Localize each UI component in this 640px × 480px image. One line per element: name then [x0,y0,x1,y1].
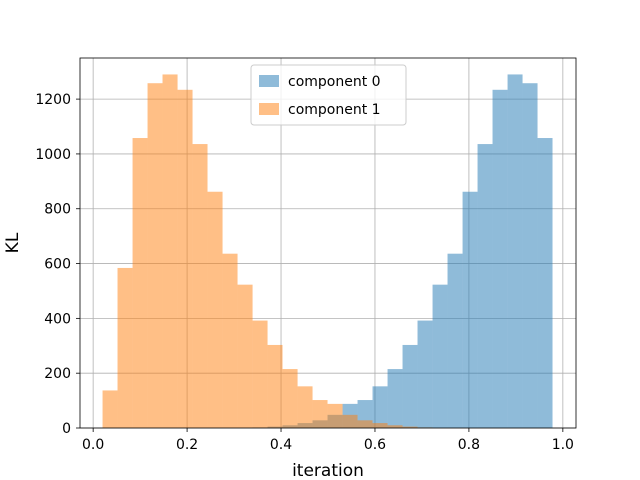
histogram-bar-series-0 [387,369,403,428]
legend: component 0 component 1 [250,64,407,126]
histogram-bar-series-0 [462,191,478,428]
histogram-bar-series-0 [477,144,493,428]
histogram-bar-series-1 [237,284,253,428]
histogram-bar-series-1 [222,253,238,428]
histogram-bar-series-1 [132,138,148,428]
legend-label-series-1: component 1 [288,102,381,118]
histogram-bar-series-1 [282,369,298,428]
x-tick-label: 0.4 [270,437,292,453]
x-tick-label: 0.6 [364,437,386,453]
histogram-bar-series-0 [522,83,538,428]
histogram-bars [102,74,553,428]
histogram-bar-series-0 [492,89,508,428]
y-axis-label: KL [3,232,23,253]
legend-box [250,64,407,126]
legend-label-series-0: component 0 [288,74,381,90]
histogram-bar-series-1 [297,386,313,428]
legend-swatch-series-0 [259,75,279,87]
histogram-bar-series-1 [372,423,388,428]
histogram-bar-series-1 [327,403,343,428]
y-tick-label: 600 [44,257,71,273]
y-tick-label: 400 [44,311,71,327]
histogram-bar-series-1 [402,426,418,428]
legend-swatch-series-1 [259,103,279,115]
x-tick-label: 0.0 [82,437,104,453]
histogram-bar-series-0 [402,344,418,428]
y-tick-label: 0 [62,421,71,437]
x-tick-label: 1.0 [552,437,574,453]
histogram-bar-series-1 [177,89,193,428]
y-tick-label: 1000 [35,147,71,163]
y-tick-label: 1200 [35,92,71,108]
histogram-bar-series-0 [537,138,553,428]
histogram-bar-series-1 [357,420,373,428]
histogram-bar-series-0 [417,320,433,428]
histogram-bar-series-1 [147,83,163,428]
histogram-bar-series-1 [102,390,118,428]
histogram-bar-series-0 [432,284,448,428]
x-axis-label: iteration [292,461,364,480]
y-tick-label: 800 [44,202,71,218]
histogram-bar-series-1 [387,425,403,428]
histogram-bar-series-1 [267,344,283,428]
histogram-bar-series-1 [192,144,208,428]
histogram-bar-series-1 [342,414,358,428]
histogram-bar-series-1 [207,191,223,428]
tick-labels: 0.0 0.2 0.4 0.6 0.8 1.0 0 200 400 600 800 1000 1200 [35,92,574,453]
histogram-bar-series-1 [312,400,328,428]
plot-frame [79,57,577,429]
y-tick-label: 200 [44,366,71,382]
x-tick-label: 0.2 [176,437,198,453]
histogram-bar-series-1 [117,267,133,428]
x-tick-label: 0.8 [458,437,480,453]
histogram-bar-series-0 [447,253,463,428]
histogram-bar-series-1 [252,320,268,428]
histogram-bar-series-0 [372,386,388,428]
histogram-bar-series-0 [507,74,523,428]
axes [76,57,577,432]
histogram-bar-series-1 [162,74,178,428]
